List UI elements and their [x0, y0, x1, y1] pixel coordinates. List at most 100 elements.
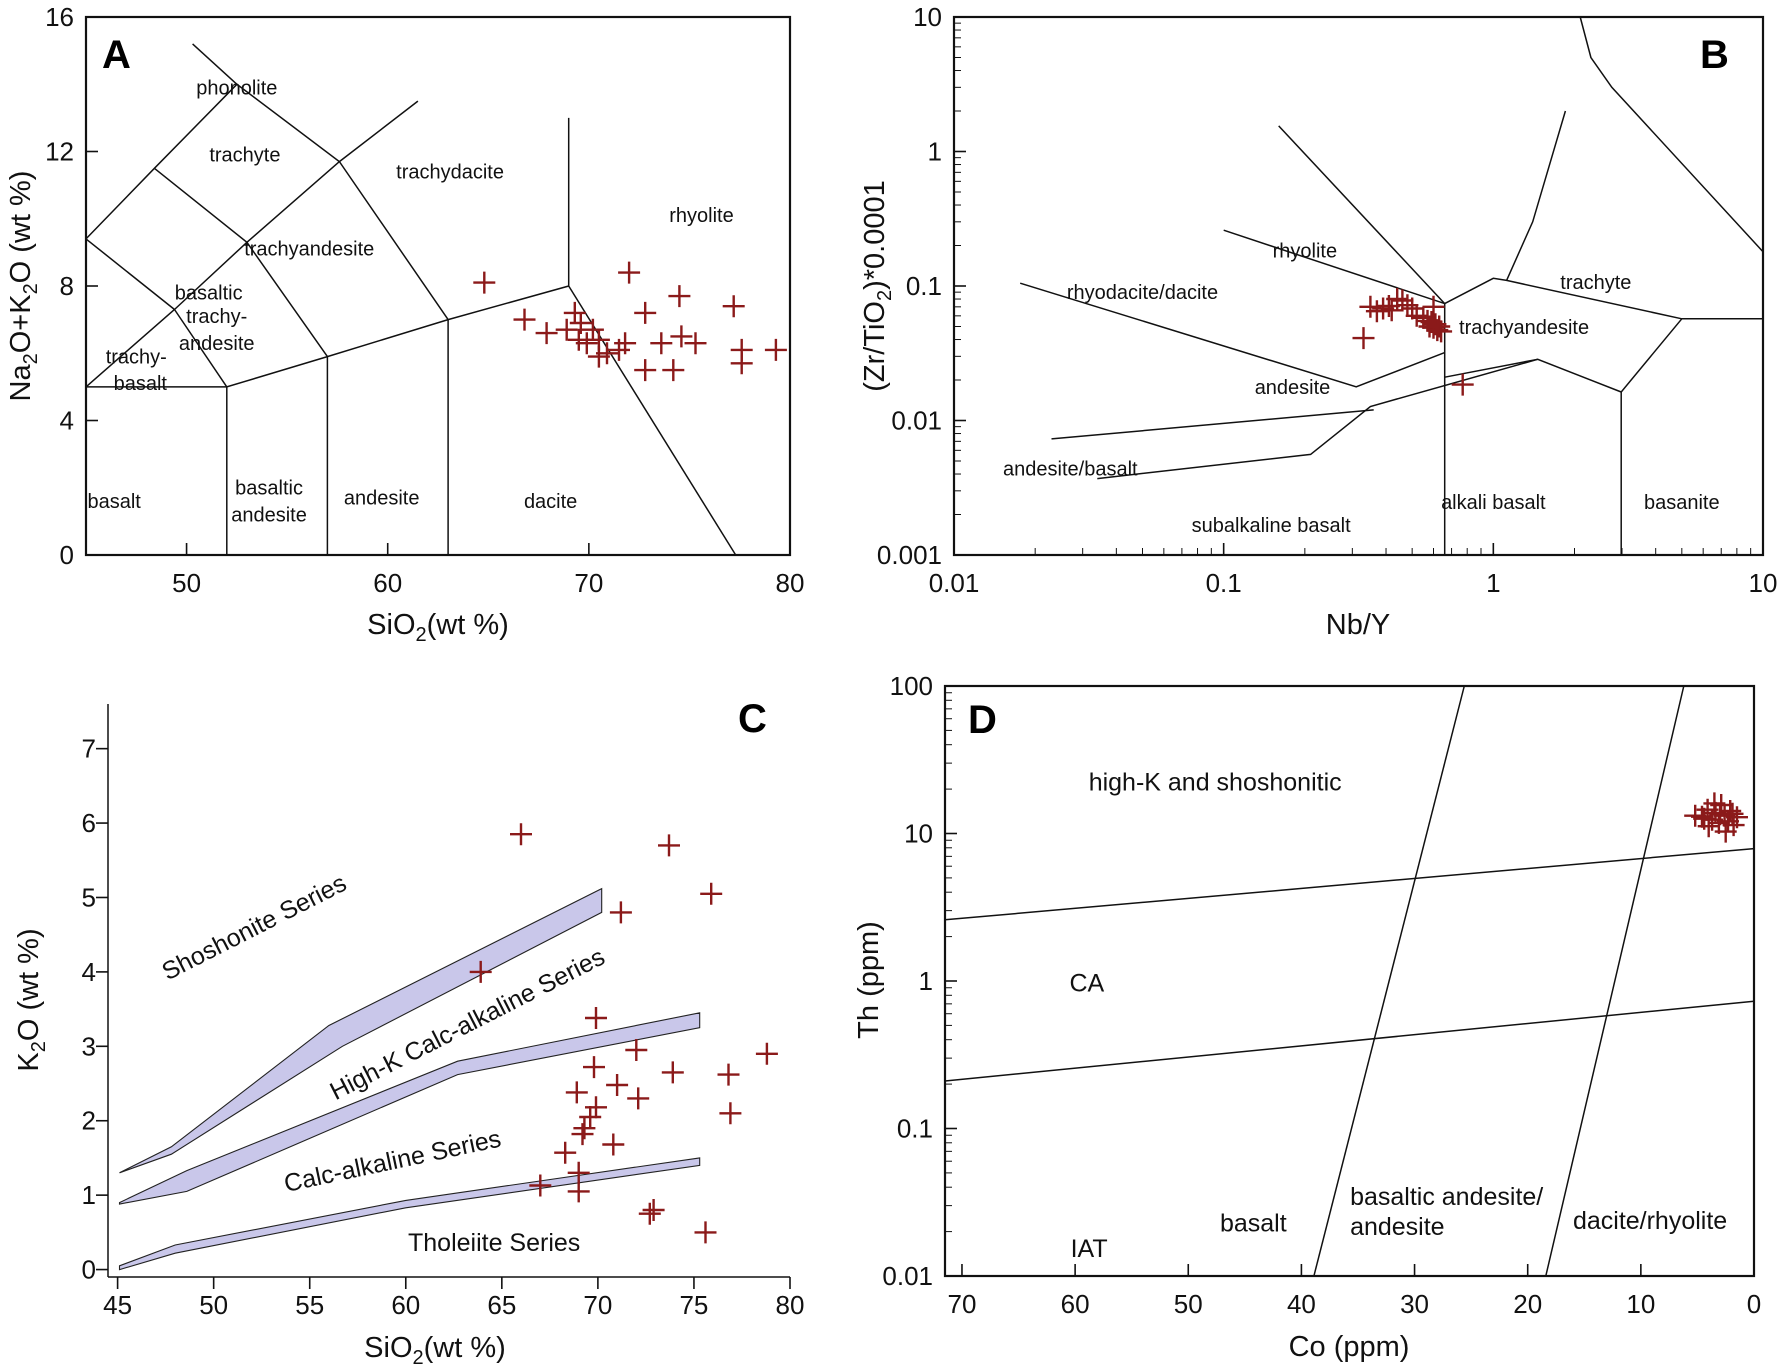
panel-b-field-boundary [1051, 409, 1374, 440]
panel-c-x-tick-label: 45 [103, 1290, 132, 1320]
panel-a-field-label: basaltic [175, 282, 243, 304]
panel-d-x-tick-label: 0 [1747, 1289, 1761, 1319]
panel-d-x-tick-label: 10 [1626, 1289, 1655, 1319]
panel-b-data-point [1380, 299, 1403, 322]
panel-a-field-boundary [86, 117, 570, 388]
panel-c-data-point [642, 1199, 665, 1221]
panel-d-data-point [1726, 806, 1748, 829]
panel-d-field-boundary [1313, 685, 1466, 1277]
panel-b-field-labels: rhyolite trachyte rhyodacite/dacite trachya… [1003, 240, 1720, 537]
panel-c-data-point [583, 1056, 605, 1079]
panel-c-data-point [609, 901, 632, 924]
panel-c-data-point [627, 1087, 650, 1110]
panel-b-y-tick-label: 0.001 [877, 540, 942, 570]
panel-d-data-point [1721, 802, 1744, 825]
panel-a-field-label: basaltic [235, 477, 303, 499]
panel-c-data-point [585, 1096, 607, 1119]
panel-a-x-tick-label: 70 [574, 568, 603, 598]
panel-c-data-point [717, 1063, 740, 1086]
panel-b-y-tick-label: 0.01 [891, 406, 942, 436]
panel-a-data-point [634, 359, 657, 382]
panel-c-y-tick-label: 4 [82, 957, 96, 987]
panel-c-data-points [469, 823, 778, 1244]
panel-a-boundaries [85, 43, 737, 556]
panel-b-field-boundary [1579, 16, 1764, 253]
panel-c-x-tick-label: 80 [776, 1290, 805, 1320]
panel-d-boundaries [944, 685, 1755, 1277]
panel-d-y-tick-label: 0.01 [882, 1261, 933, 1291]
panel-b-field-boundary [1444, 358, 1538, 378]
panel-d-field-labels: high-K and shoshonitic CA IAT basalt basalti… [1069, 768, 1727, 1262]
panel-c-data-point [602, 1133, 625, 1156]
panel-d-y-tick-label: 100 [890, 671, 933, 701]
panel-c-y-tick-label: 1 [82, 1180, 96, 1210]
panel-c-y-tick-label: 0 [82, 1255, 96, 1285]
panel-c-data-point [469, 960, 492, 983]
panel-c-data-point [510, 823, 532, 846]
panel-a-field-label: andesite [179, 333, 255, 355]
panel-c-data-point [573, 1117, 596, 1140]
panel-b-field-boundary [1278, 125, 1446, 305]
panel-d-data-points [1684, 792, 1748, 843]
panel-c-data-point [719, 1102, 742, 1125]
panel-a-data-point [513, 308, 536, 331]
panel-a-tas-diagram: A 50 60 70 80 0 4 8 12 16 phonolite trachyte trach… [5, 2, 804, 646]
panel-c-series-band [118, 1157, 701, 1271]
panel-c-series-label: Shoshonite Series [157, 869, 351, 986]
panel-b-field-boundary [1097, 358, 1622, 480]
panel-c-x-tick-label: 65 [487, 1290, 516, 1320]
panel-a-field-boundary [173, 309, 228, 388]
panel-a-x-tick-label: 60 [373, 568, 402, 598]
panel-d-x-axis-label: Co (ppm) [1289, 1331, 1410, 1363]
panel-b-data-point [1426, 319, 1449, 342]
panel-c-data-point [565, 1081, 588, 1104]
panel-b-field-label: subalkaline basalt [1192, 515, 1351, 537]
panel-b-field-label: trachyte [1560, 272, 1631, 294]
panel-a-x-tick-label: 80 [776, 568, 805, 598]
panel-a-data-point [581, 318, 604, 341]
panel-a-field-label: trachydacite [396, 161, 504, 183]
panel-d-data-point [1714, 820, 1737, 843]
panel-c-label: C [738, 697, 767, 741]
panel-c-data-point [529, 1174, 552, 1197]
panel-d-data-point [1703, 792, 1726, 815]
panel-c-data-point [755, 1042, 778, 1065]
panel-c-data-point [694, 1221, 717, 1244]
panel-b-field-label: andesite [1255, 377, 1331, 399]
panel-d-x-tick-label: 20 [1513, 1289, 1542, 1319]
panel-a-data-point [473, 271, 496, 294]
panel-b-label: B [1700, 33, 1729, 77]
panel-a-data-point [634, 301, 657, 324]
panel-b-x-axis-label: Nb/Y [1326, 609, 1390, 641]
panel-b-field-label: rhyolite [1273, 240, 1337, 262]
panel-c-series-band [118, 1012, 701, 1205]
panel-b-data-point [1430, 320, 1453, 343]
panel-c-series-bands [118, 887, 701, 1271]
panel-a-data-point [563, 301, 586, 324]
panel-a-field-label: basalt [114, 373, 168, 395]
panel-c-y-tick-label: 3 [82, 1031, 96, 1061]
panel-a-x-axis-label: SiO2(wt %) [367, 609, 509, 646]
panel-d-y-tick-label: 1 [919, 966, 933, 996]
panel-c-x-tick-label: 55 [295, 1290, 324, 1320]
panel-b-data-point [1451, 373, 1474, 396]
panel-b-data-point [1422, 295, 1445, 318]
panel-a-data-point [555, 318, 578, 341]
panel-a-y-tick-label: 4 [60, 406, 74, 436]
panel-c-data-point [567, 1161, 590, 1184]
panel-a-field-boundary [153, 167, 329, 358]
panel-b-x-tick-label: 0.1 [1206, 568, 1242, 598]
panel-a-field-label: dacite [524, 491, 577, 513]
panel-b-data-points [1352, 288, 1474, 396]
panel-b-data-point [1396, 294, 1419, 317]
panel-b-y-tick-label: 0.1 [906, 271, 942, 301]
panel-d-x-tick-label: 60 [1061, 1289, 1090, 1319]
panel-d-y-tick-label: 0.1 [897, 1114, 933, 1144]
panel-d-x-tick-label: 30 [1400, 1289, 1429, 1319]
panel-a-field-label: trachy- [106, 346, 167, 368]
panel-a-field-label: phonolite [196, 77, 277, 99]
